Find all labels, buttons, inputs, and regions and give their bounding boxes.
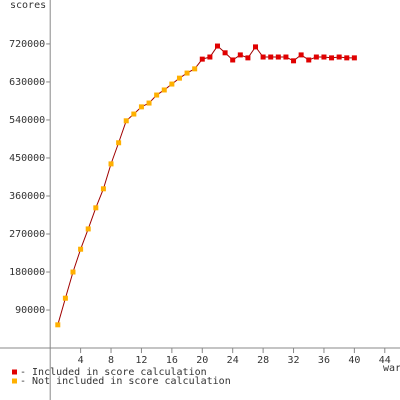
x-tick-label: 32 xyxy=(288,355,300,366)
point xyxy=(93,205,99,211)
point xyxy=(85,226,91,232)
point xyxy=(275,54,281,60)
y-tick-label: 90000 xyxy=(15,305,45,316)
point xyxy=(245,55,251,61)
point xyxy=(138,104,144,110)
x-tick-label: 44 xyxy=(379,355,391,366)
x-tick-label: 20 xyxy=(196,355,208,366)
point xyxy=(123,118,129,124)
x-tick-label: 4 xyxy=(78,355,84,366)
point xyxy=(184,70,190,76)
point xyxy=(176,75,182,81)
x-tick-label: 12 xyxy=(135,355,147,366)
y-tick-label: 720000 xyxy=(9,39,45,50)
point xyxy=(237,52,243,58)
point xyxy=(154,92,160,98)
point xyxy=(55,322,61,328)
x-tick-label: 40 xyxy=(348,355,360,366)
x-tick-label: 16 xyxy=(166,355,178,366)
point xyxy=(230,57,236,63)
y-tick-label: 450000 xyxy=(9,153,45,164)
point xyxy=(344,55,350,61)
point xyxy=(199,56,205,62)
x-tick-label: 24 xyxy=(227,355,239,366)
point xyxy=(283,54,289,60)
point xyxy=(192,66,198,72)
point xyxy=(329,55,335,61)
point xyxy=(70,269,76,275)
point xyxy=(313,54,319,60)
point xyxy=(131,111,137,117)
series-line xyxy=(57,68,195,325)
point xyxy=(207,54,213,60)
y-axis-label: scores xyxy=(10,0,46,11)
point xyxy=(62,295,68,301)
point xyxy=(336,54,342,60)
legend-swatch xyxy=(12,378,17,384)
x-tick-label: 28 xyxy=(257,355,269,366)
point xyxy=(260,54,266,60)
point xyxy=(222,50,228,56)
legend-label: - Not included in score calculation xyxy=(20,376,231,387)
point xyxy=(268,54,274,60)
x-axis-label: war xyxy=(383,363,400,374)
point xyxy=(214,43,220,49)
point xyxy=(146,100,152,106)
point xyxy=(169,81,175,87)
y-tick-label: 540000 xyxy=(9,115,45,126)
point xyxy=(100,186,106,192)
point xyxy=(78,246,84,252)
legend-label: - Included in score calculation xyxy=(20,367,207,378)
x-tick-label: 8 xyxy=(108,355,114,366)
point xyxy=(253,44,259,50)
point xyxy=(351,55,357,61)
point xyxy=(108,161,114,167)
y-tick-label: 360000 xyxy=(9,191,45,202)
x-tick-label: 36 xyxy=(318,355,330,366)
y-tick-label: 630000 xyxy=(9,77,45,88)
point xyxy=(298,52,304,58)
point xyxy=(161,87,167,93)
y-tick-label: 270000 xyxy=(9,229,45,240)
point xyxy=(116,140,122,146)
point xyxy=(321,54,327,60)
point xyxy=(306,57,312,63)
legend-swatch xyxy=(12,369,17,375)
y-tick-label: 180000 xyxy=(9,267,45,278)
point xyxy=(291,58,297,64)
